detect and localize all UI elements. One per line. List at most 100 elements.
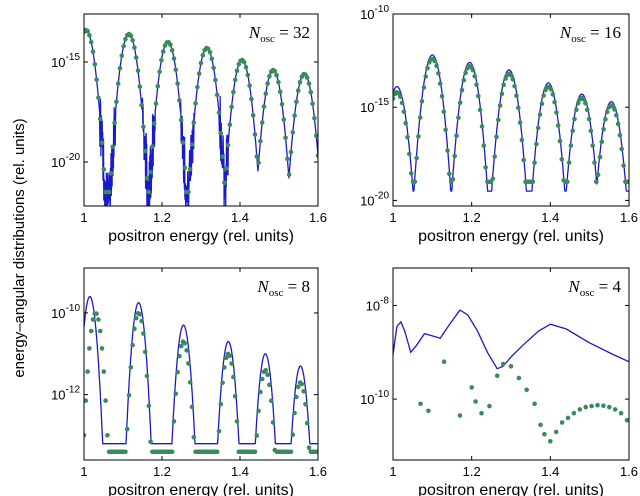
chart-panel-3: 1 1.2 1.4 1.6 10-10 10-12 positron energy (rel…	[51, 267, 327, 496]
data-point	[274, 72, 279, 78]
data-point	[249, 96, 254, 102]
x-tick-label: 1.4	[541, 210, 559, 225]
data-point	[222, 180, 227, 186]
data-point	[508, 72, 514, 78]
data-point	[597, 154, 603, 160]
data-point	[542, 431, 547, 437]
data-point	[437, 81, 443, 86]
data-point	[263, 91, 269, 96]
x-tick-label: 1.2	[463, 210, 481, 225]
data-point	[94, 311, 99, 317]
y-tick-label: 10-20	[360, 190, 389, 208]
panel-annotation: Nosc = 32	[248, 23, 310, 45]
data-point	[281, 117, 287, 122]
data-point	[198, 60, 204, 66]
data-point	[396, 90, 401, 96]
data-point	[117, 66, 123, 71]
data-point	[99, 346, 105, 351]
data-point	[168, 42, 173, 48]
data-point	[258, 138, 263, 144]
data-point	[169, 48, 175, 53]
data-point	[304, 420, 310, 426]
data-point	[144, 373, 150, 379]
data-point	[457, 100, 463, 105]
data-point	[617, 132, 623, 138]
data-point	[150, 144, 155, 149]
x-tick-label: 1.6	[309, 464, 327, 479]
data-point	[393, 96, 396, 101]
data-point	[539, 101, 545, 106]
data-point	[231, 374, 236, 380]
data-point	[501, 82, 507, 88]
data-point	[595, 172, 601, 178]
data-point	[137, 311, 143, 317]
data-point	[301, 389, 306, 394]
data-point	[103, 398, 108, 403]
data-point	[288, 149, 294, 155]
data-point	[557, 138, 563, 144]
data-point	[195, 84, 200, 90]
plot-frame	[392, 13, 630, 207]
plot-frame	[83, 267, 319, 461]
data-point	[454, 133, 459, 138]
data-point	[565, 179, 570, 185]
data-point	[615, 121, 621, 127]
data-point	[436, 71, 441, 76]
data-point	[614, 113, 619, 118]
chart-panel-1: 1 1.2 1.4 1.6 10-15 10-20 positron energy (rel…	[51, 13, 327, 245]
data-point	[283, 135, 288, 141]
data-point	[583, 404, 588, 410]
data-point	[588, 128, 594, 134]
data-point	[155, 83, 161, 89]
data-point	[604, 109, 610, 115]
data-point	[101, 369, 107, 374]
panel-annotation: Nosc = 4	[567, 277, 621, 299]
data-point	[450, 177, 456, 182]
x-tick-label: 1	[389, 464, 396, 479]
data-point	[171, 56, 177, 61]
data-point	[432, 58, 438, 64]
data-point	[553, 429, 559, 435]
data-point	[137, 84, 143, 89]
data-point	[146, 189, 152, 195]
data-point	[570, 128, 575, 134]
data-point	[223, 355, 229, 361]
data-point	[538, 422, 543, 428]
data-point	[277, 89, 283, 95]
data-point	[473, 399, 478, 404]
data-point	[481, 143, 487, 148]
data-point	[472, 73, 478, 79]
data-point	[196, 71, 202, 76]
data-point	[490, 176, 496, 181]
data-point	[105, 433, 110, 438]
data-point	[459, 87, 465, 93]
data-point	[141, 124, 146, 129]
data-point	[139, 102, 144, 108]
plot-area	[393, 309, 629, 444]
data-point	[229, 361, 234, 366]
data-point	[548, 87, 554, 92]
data-point	[555, 123, 561, 128]
data-point	[209, 56, 215, 61]
data-point	[256, 160, 261, 165]
data-point	[191, 120, 197, 125]
data-point	[286, 172, 292, 177]
data-point	[142, 148, 148, 154]
data-point	[294, 394, 299, 400]
data-point	[315, 449, 318, 455]
data-point	[288, 449, 294, 455]
y-tick-label: 10-12	[51, 385, 80, 403]
data-point	[292, 113, 297, 118]
data-point	[110, 144, 116, 149]
data-point	[234, 419, 240, 424]
y-tick-label: 10-10	[360, 389, 389, 407]
data-point	[612, 107, 617, 112]
data-point	[534, 141, 539, 147]
data-point	[268, 398, 274, 404]
data-point	[232, 77, 238, 83]
data-point	[552, 99, 557, 105]
data-point	[265, 372, 270, 378]
data-point	[294, 99, 299, 104]
x-tick-label: 1	[80, 464, 87, 479]
